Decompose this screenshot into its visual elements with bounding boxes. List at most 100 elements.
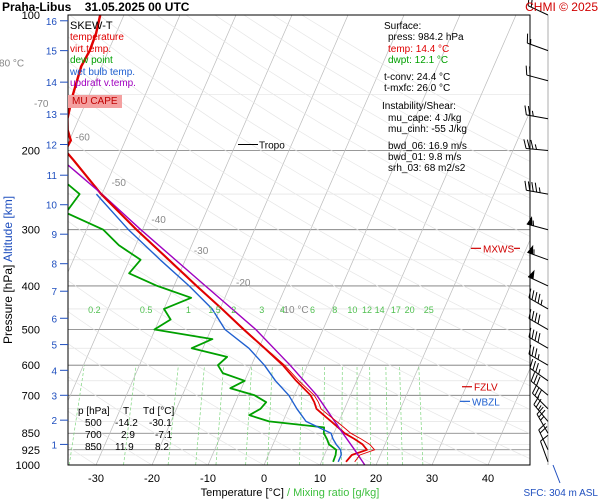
wind-barb [531, 384, 549, 410]
y-axis-title-altitude: Altitude [km] [1, 196, 15, 262]
wind-barb [528, 309, 549, 330]
dry-adiabat [69, 15, 530, 298]
altitude-tick-label: 8 [51, 260, 57, 271]
barb-full [528, 327, 532, 338]
legend-item: wet bulb temp. [70, 66, 136, 78]
legend-item: temperature [70, 32, 124, 44]
levels-cell: 2.9 [121, 430, 135, 441]
barb-full [535, 362, 539, 373]
bwd06-value: bwd_06: 16.9 m/s [388, 140, 467, 152]
isotherm-line [319, 15, 517, 465]
sfc-marker [552, 464, 561, 484]
mixing-ratio-line [123, 365, 137, 465]
mixing-ratio-label: 14 [375, 305, 385, 315]
altitude-tick-label: 10 [46, 201, 58, 212]
isotherm-line [375, 110, 530, 465]
barb-full [523, 139, 527, 149]
mu-cinh-value: mu_cinh: -55 J/kg [388, 124, 467, 136]
barb-full [531, 346, 535, 357]
barb-staff [528, 318, 549, 330]
altitude-tick-label: 3 [51, 391, 57, 402]
levels-cell: 500 [85, 418, 102, 429]
barb-half [531, 110, 534, 117]
barb-half [540, 415, 545, 421]
isotherm-line [68, 15, 181, 274]
x-tick-label: 0 [261, 473, 267, 485]
x-axis-title: Temperature [°C] / Mixing ratio [g/kg] [201, 487, 380, 499]
isotherm-line [68, 15, 237, 402]
altitude-tick-label: 4 [51, 366, 57, 377]
barb-full [538, 422, 546, 431]
barb-full [534, 182, 538, 193]
barb-staff [527, 251, 549, 261]
barb-staff [528, 353, 549, 366]
x-axis-title-separator: / [287, 487, 293, 499]
barb-full [528, 309, 532, 319]
barb-full [529, 358, 534, 369]
isotherm-line [487, 367, 530, 465]
bwd01-value: bwd_01: 9.8 m/s [388, 152, 462, 164]
mixing-ratio-line [369, 365, 371, 465]
barb-full [530, 0, 533, 8]
mu-cape-value: mu_cape: 4 J/kg [388, 112, 462, 124]
barb-staff [533, 404, 549, 422]
plot-frame [67, 14, 531, 466]
barb-flag [527, 244, 534, 255]
dry-adiabat [214, 15, 530, 199]
mixing-ratio-label: 10 [347, 305, 357, 315]
x-tick-label: -20 [144, 473, 160, 485]
levels-cell: 700 [85, 430, 102, 441]
isotherm-label: -20 [236, 278, 251, 289]
mixing-ratio-line [267, 365, 273, 465]
mixing-ratio-label: 1 [186, 305, 191, 315]
pressure-tick-label: 700 [22, 390, 40, 402]
dry-adiabat [68, 164, 530, 434]
legend: SKEW-T temperature virt.temp. dew point … [70, 20, 136, 89]
barb-full [537, 314, 541, 324]
altitude-tick-label: 16 [46, 17, 58, 28]
altitude-tick-label: 7 [51, 287, 57, 298]
altitude-tick-label: 1 [51, 440, 57, 451]
srh03-value: srh_03: 68 m2/s2 [388, 163, 466, 175]
x-tick-label: 30 [426, 473, 438, 485]
barb-full [536, 406, 544, 415]
barb-full [536, 389, 543, 399]
mixing-ratio-label: 6 [310, 305, 315, 315]
dry-adiabat [68, 343, 265, 465]
isotherm-line [263, 15, 461, 465]
wind-barb [526, 216, 549, 231]
surface-temp: temp: 14.4 °C [388, 43, 450, 55]
isotherm-line [431, 239, 530, 465]
barb-full [539, 426, 548, 434]
surface-panel: Surface: press: 984.2 hPa temp: 14.4 °C … [382, 21, 467, 175]
x-axis-title-mixing: Mixing ratio [g/kg] [293, 487, 379, 499]
barb-full [531, 310, 535, 321]
isotherm-line [207, 15, 405, 465]
mixing-ratio-label: 3 [259, 305, 264, 315]
barb-full [537, 333, 541, 343]
barb-full [528, 344, 532, 355]
barb-full [531, 290, 535, 300]
barb-half [537, 354, 540, 360]
wind-barb [530, 372, 549, 396]
barb-full [526, 139, 531, 149]
pressure-tick-label: 200 [22, 145, 40, 157]
barb-full [534, 386, 540, 396]
surface-title: Surface: [384, 21, 422, 32]
levels-cell: 850 [85, 442, 102, 453]
wind-barb [525, 65, 549, 82]
altitude-tick-label: 5 [51, 341, 57, 352]
wind-barb [527, 244, 549, 261]
barb-full [525, 65, 528, 76]
instability-title: Instability/Shear: [382, 101, 456, 113]
station-name: Praha-Libus [2, 0, 72, 14]
altitude-tick-label: 14 [46, 78, 58, 89]
surface-dwpt: dwpt: 12.1 °C [388, 55, 449, 67]
wind-barb [529, 358, 549, 382]
barb-half [534, 144, 538, 150]
y-axis-title: Pressure [hPa] Altitude [km] [1, 196, 15, 344]
dry-adiabat [68, 61, 530, 341]
barb-full [531, 384, 538, 394]
altitude-tick-label: 13 [46, 110, 58, 121]
barb-full [537, 293, 541, 304]
